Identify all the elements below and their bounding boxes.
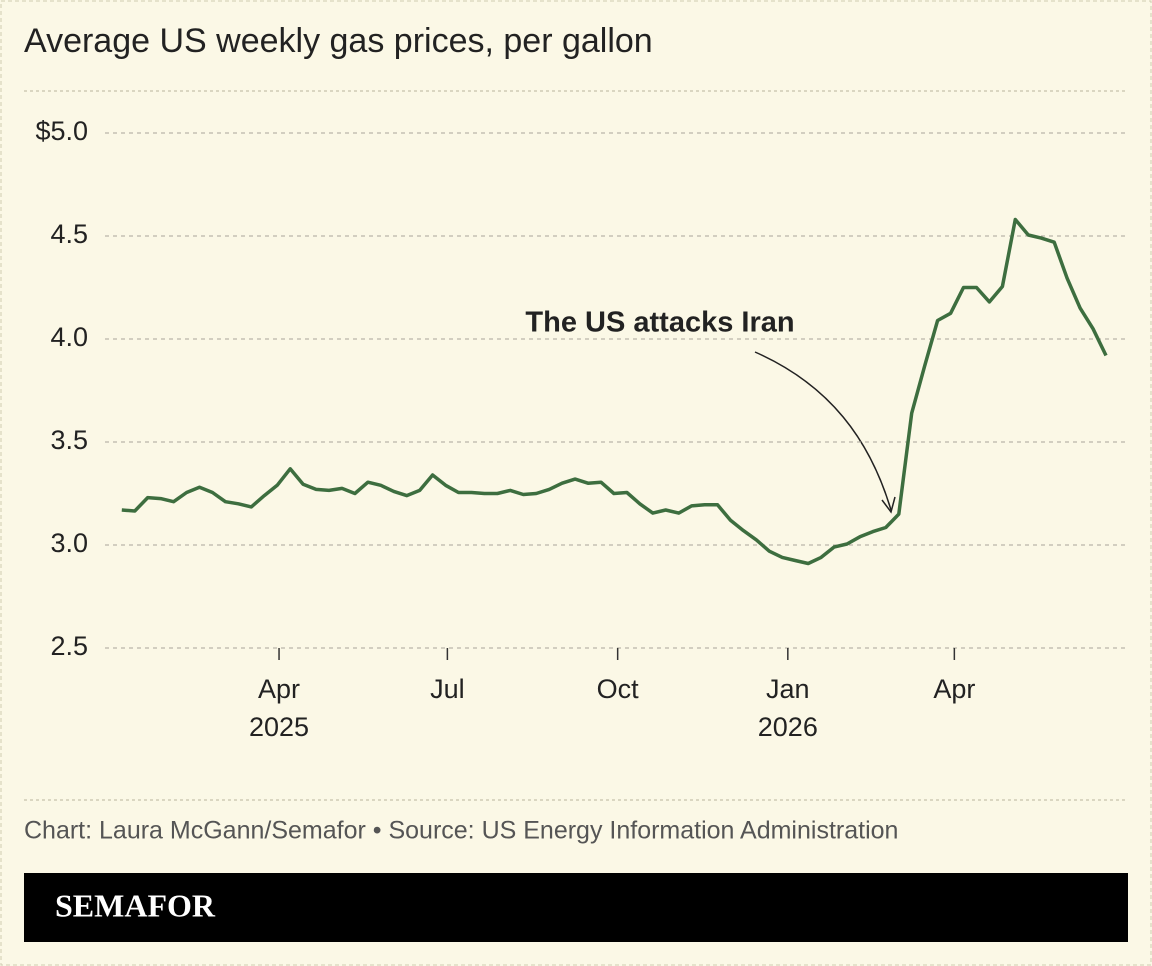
brand: SEMAFOR	[55, 887, 216, 923]
annotation-arrow	[754, 351, 892, 511]
x-tick-label: Apr	[258, 674, 300, 704]
y-tick-label: 3.5	[50, 425, 88, 455]
y-tick-label: 4.0	[50, 322, 88, 352]
y-tick-label: 4.5	[50, 219, 88, 249]
y-tick-label: 3.0	[50, 528, 88, 558]
price-line	[121, 217, 1108, 566]
chart-title: Average US weekly gas prices, per gallon	[24, 22, 653, 60]
x-tick-label: Jan	[766, 674, 810, 704]
y-tick-label: 2.5	[50, 631, 88, 661]
brand-bar	[24, 873, 1128, 942]
x-tick-year: 2025	[249, 712, 309, 742]
source: Chart: Laura McGann/Semafor • Source: US…	[24, 817, 898, 845]
annotation: The US attacks Iran	[525, 307, 794, 339]
arrow-head	[881, 496, 896, 514]
x-tick-label: Oct	[597, 674, 640, 704]
x-tick-year: 2026	[758, 712, 818, 742]
y-tick-label: $5.0	[35, 116, 88, 146]
x-tick-label: Jul	[430, 674, 465, 704]
x-tick-label: Apr	[933, 674, 975, 704]
